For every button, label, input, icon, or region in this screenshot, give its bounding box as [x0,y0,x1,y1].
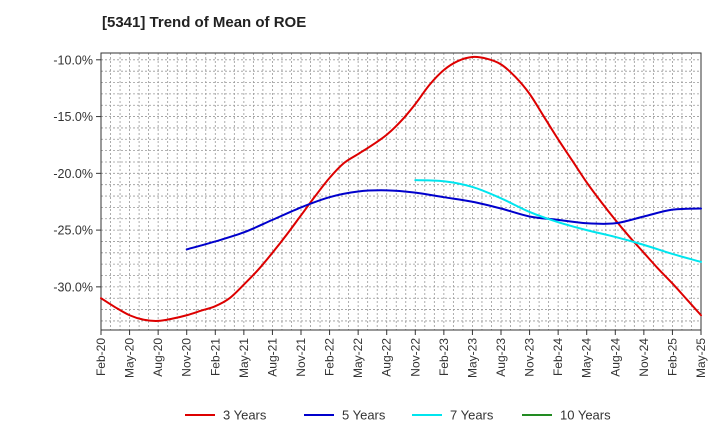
x-tick-label: May-21 [237,338,251,378]
x-tick-label: May-20 [123,338,137,378]
x-tick-label: Nov-21 [294,338,308,377]
x-tick-label: May-24 [580,338,594,378]
x-tick-label: Nov-20 [180,338,194,377]
legend-label-7-years: 7 Years [450,408,494,423]
legend-label-3-years: 3 Years [223,408,267,423]
series-line-3-years [100,55,702,322]
x-tick-label: May-22 [351,338,365,378]
legend-label-10-years: 10 Years [560,408,611,423]
x-tick-label: Aug-21 [265,338,279,377]
x-tick-label: Nov-24 [637,338,651,377]
y-tick-label: -10.0% [53,53,93,67]
x-tick-label: Feb-24 [551,338,565,376]
x-tick-label: Feb-22 [323,338,337,376]
x-tick-label: Aug-20 [151,338,165,377]
chart-title: [5341] Trend of Mean of ROE [102,14,307,31]
x-tick-label: Aug-24 [608,338,622,377]
x-tick-label: Nov-22 [408,338,422,377]
x-tick-label: Feb-23 [437,338,451,376]
x-tick-label: Feb-25 [665,338,679,376]
y-tick-label: -25.0% [53,224,93,238]
x-tick-label: Aug-22 [380,338,394,377]
y-tick-label: -15.0% [53,110,93,124]
x-tick-label: Feb-21 [208,338,222,376]
legend-label-5-years: 5 Years [342,408,386,423]
y-tick-label: -20.0% [53,167,93,181]
y-tick-label: -30.0% [53,280,93,294]
x-tick-label: May-25 [694,338,708,378]
x-tick-label: Aug-23 [494,338,508,377]
plot-frame [100,52,702,331]
x-tick-label: May-23 [465,338,479,378]
series-line-7-years [414,179,702,263]
x-tick-label: Feb-20 [94,338,108,376]
series-line-5-years [185,189,702,251]
x-tick-label: Nov-23 [523,338,537,377]
